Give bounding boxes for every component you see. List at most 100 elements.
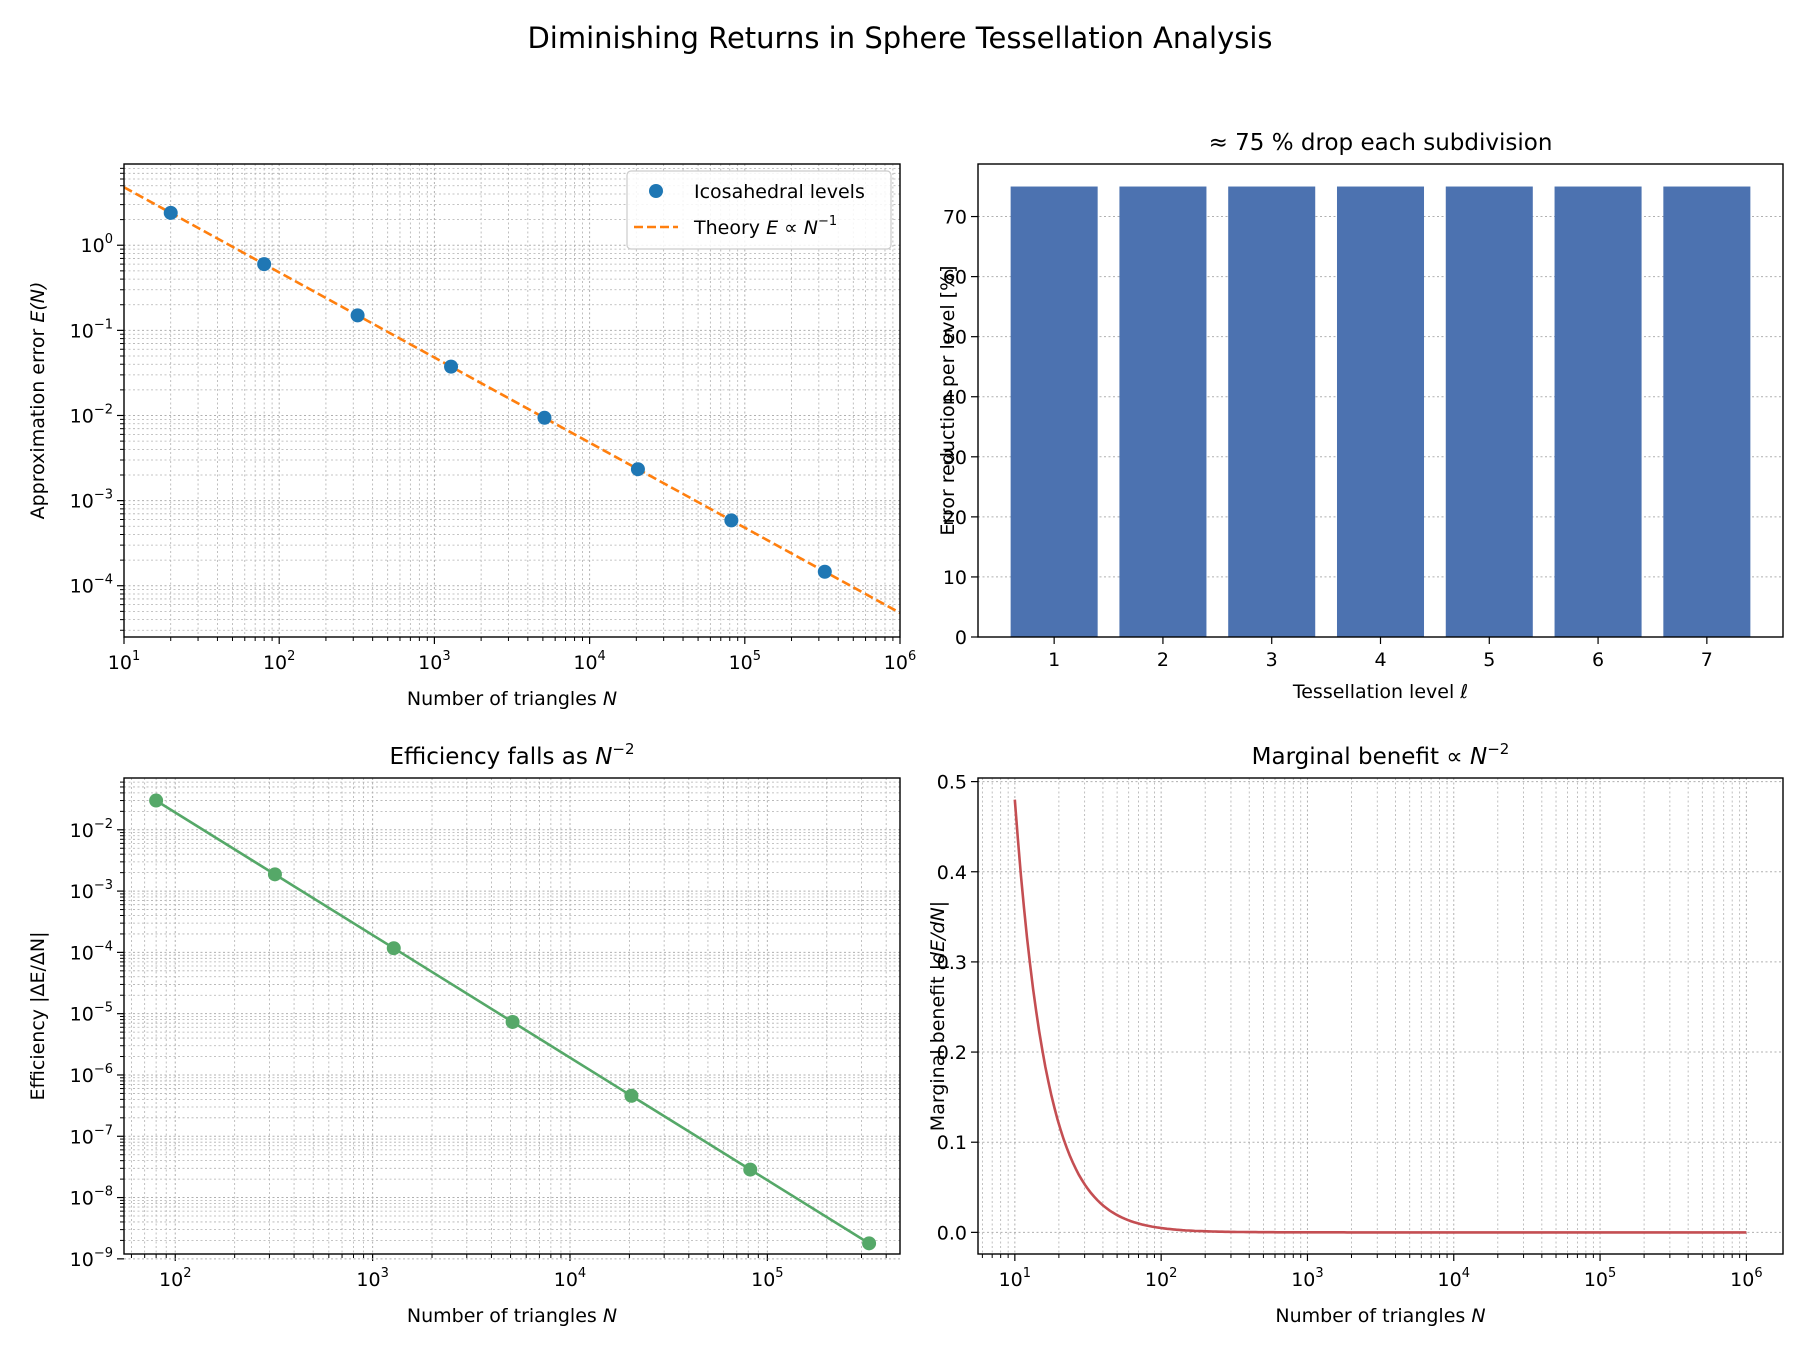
- x-tick-label: 103: [1291, 1266, 1323, 1291]
- marginal-panel: 101 102 103 104 105 106 0.0 0.1 0.2 0.3 0.4 0.5 Marg…: [927, 740, 1784, 1327]
- axes-frame: [123, 777, 901, 1255]
- efficiency-point: [386, 941, 401, 956]
- marginal-curve: [1013, 799, 1747, 1234]
- y-tick-label: 0.2: [937, 1042, 967, 1064]
- y-tick-label: 0.5: [937, 772, 967, 794]
- icosahedral-point: [817, 564, 832, 579]
- y-tick-label: 50: [943, 327, 967, 349]
- icosahedral-point: [350, 308, 365, 323]
- panel-title: Efficiency falls as N−2: [389, 740, 634, 770]
- y-tick-label: 30: [943, 447, 967, 469]
- x-axis-label: Number of triangles N: [407, 1305, 617, 1327]
- legend-label-points: Icosahedral levels: [694, 181, 865, 203]
- x-tick-label: 105: [729, 649, 761, 674]
- x-tick-label: 5: [1483, 649, 1495, 671]
- error-panel: 101 102 103 104 105 106 10−4 10−3 10−2 10−1 100 Num…: [27, 163, 916, 710]
- x-tick-label: 104: [554, 1266, 586, 1291]
- y-tick-label: 0.4: [937, 862, 967, 884]
- y-tick-label: 10−3: [70, 878, 113, 903]
- legend: Icosahedral levels Theory E ∝ N−1: [626, 170, 892, 250]
- x-tick-label: 106: [884, 649, 916, 674]
- x-tick-label: 104: [573, 649, 605, 674]
- theory-line: [123, 186, 901, 615]
- icosahedral-point: [724, 513, 739, 528]
- y-tick-label: 100: [81, 232, 113, 257]
- y-tick-label: 10−4: [70, 939, 113, 964]
- icosahedral-point: [257, 257, 272, 272]
- x-tick-label: 103: [356, 1266, 388, 1291]
- y-tick-label: 0.1: [937, 1132, 967, 1154]
- x-tick-label: 103: [418, 649, 450, 674]
- panel-title: Marginal benefit ∝ N−2: [1252, 740, 1510, 770]
- x-tick-label: 102: [1145, 1266, 1177, 1291]
- y-tick-label: 10−3: [70, 488, 113, 513]
- y-axis-label: Approximation error E(N): [27, 282, 49, 520]
- efficiency-point: [743, 1162, 758, 1177]
- legend-box: [626, 170, 892, 250]
- efficiency-point: [862, 1236, 877, 1251]
- icosahedral-point: [537, 410, 552, 425]
- legend-marker-points: [649, 184, 663, 198]
- x-tick-label: 104: [1438, 1266, 1470, 1291]
- efficiency-point: [267, 867, 282, 882]
- y-axis-label: Error reduction per level [%]: [937, 265, 959, 535]
- bar-level-3: [1228, 186, 1316, 637]
- x-tick-label: 1: [1048, 649, 1060, 671]
- y-tick-label: 10: [943, 567, 967, 589]
- icosahedral-point: [630, 462, 645, 477]
- x-tick-label: 2: [1157, 649, 1169, 671]
- reduction-panel: 0 10 20 30 40 50 60 70 1 2 3 4 5 6 7 ≈ 75 % drop each s…: [937, 130, 1784, 703]
- efficiency-panel: 102 103 104 105 10−9 10−8 10−7 10−6 10−5 10−4 10−3…: [27, 740, 901, 1327]
- x-tick-label: 3: [1266, 649, 1278, 671]
- bar-level-1: [1010, 186, 1098, 637]
- x-tick-label: 101: [999, 1266, 1031, 1291]
- bar-level-5: [1445, 186, 1533, 637]
- y-tick-label: 10−8: [70, 1185, 113, 1210]
- bar-level-6: [1554, 186, 1642, 637]
- axes-frame: [977, 163, 1784, 638]
- x-axis-label: Number of triangles N: [407, 688, 617, 710]
- y-tick-label: 20: [943, 507, 967, 529]
- bar-level-7: [1663, 186, 1751, 637]
- y-tick-label: 40: [943, 387, 967, 409]
- efficiency-point: [149, 793, 164, 808]
- y-tick-label: 10−5: [70, 1001, 113, 1026]
- bar-level-2: [1119, 186, 1207, 637]
- axes-frame: [123, 163, 901, 638]
- x-axis-label: Number of triangles N: [1275, 1305, 1485, 1327]
- icosahedral-point: [444, 359, 459, 374]
- x-tick-label: 102: [263, 649, 295, 674]
- y-tick-label: 10−9: [70, 1246, 113, 1271]
- y-axis-label: Marginal benefit |dE/dN|: [927, 901, 949, 1131]
- axes-frame: [977, 777, 1784, 1255]
- y-tick-label: 0.3: [937, 952, 967, 974]
- legend-label-theory: Theory E ∝ N−1: [693, 214, 837, 239]
- y-tick-label: 10−2: [70, 817, 113, 842]
- y-tick-label: 10−1: [70, 317, 113, 342]
- icosahedral-point: [163, 205, 178, 220]
- x-tick-label: 4: [1374, 649, 1386, 671]
- x-tick-label: 6: [1592, 649, 1604, 671]
- y-tick-label: 60: [943, 267, 967, 289]
- y-axis-label: Efficiency |ΔE/ΔN|: [27, 932, 49, 1101]
- y-tick-label: 10−4: [70, 573, 113, 598]
- y-tick-label: 10−6: [70, 1062, 113, 1087]
- y-tick-label: 0.0: [937, 1222, 967, 1244]
- bar-level-4: [1336, 186, 1425, 637]
- efficiency-point: [624, 1088, 639, 1103]
- y-tick-label: 10−2: [70, 402, 113, 427]
- figure-title: Diminishing Returns in Sphere Tessellati…: [527, 21, 1272, 55]
- x-tick-label: 102: [159, 1266, 191, 1291]
- x-tick-label: 105: [751, 1266, 783, 1291]
- efficiency-point: [505, 1014, 520, 1029]
- x-tick-label: 7: [1701, 649, 1713, 671]
- y-tick-label: 70: [943, 207, 967, 229]
- x-tick-label: 106: [1730, 1266, 1762, 1291]
- y-tick-label: 10−7: [70, 1123, 113, 1148]
- x-axis-label: Tessellation level ℓ: [1292, 681, 1468, 703]
- x-tick-label: 105: [1584, 1266, 1616, 1291]
- x-tick-label: 101: [108, 649, 140, 674]
- y-tick-label: 0: [955, 627, 967, 649]
- panel-title: ≈ 75 % drop each subdivision: [1209, 130, 1553, 156]
